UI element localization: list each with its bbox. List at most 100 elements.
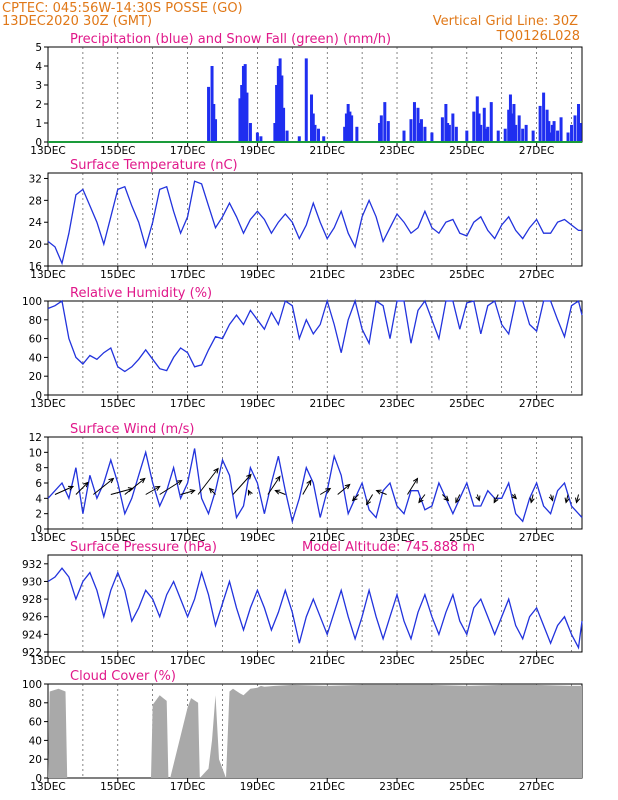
y-tick-label: 60 [29, 717, 42, 729]
y-tick-label: 5 [35, 42, 42, 54]
wind-arrow-head [493, 497, 499, 504]
y-tick-label: 60 [29, 334, 42, 346]
precip-bar [238, 98, 242, 142]
y-tick-label: 0 [35, 773, 42, 785]
x-tick-label: 25DEC [449, 532, 484, 544]
x-tick-label: 15DEC [100, 398, 135, 410]
precip-bar [207, 86, 211, 142]
x-tick-label: 23DEC [379, 655, 414, 667]
wind-arrow [247, 489, 253, 496]
header-grid-note: Vertical Grid Line: 30Z [433, 14, 578, 29]
precip-bar [310, 94, 314, 142]
precip-bar [510, 113, 514, 142]
x-tick-label: 17DEC [170, 655, 205, 667]
y-tick-label: 928 [22, 594, 42, 606]
x-tick-label: 27DEC [519, 398, 554, 410]
x-tick-label: 21DEC [310, 398, 345, 410]
x-tick-label: 23DEC [379, 269, 414, 281]
precip-bar [446, 123, 450, 142]
x-tick-label: 15DEC [100, 655, 135, 667]
wind-arrow-head [365, 499, 372, 506]
precip-bar [212, 104, 216, 142]
precip-bar [549, 132, 553, 142]
wind-arrow-head [306, 479, 312, 486]
precip-bar [248, 123, 252, 142]
y-tick-label: 40 [29, 735, 42, 747]
x-tick-label: 13DEC [30, 398, 65, 410]
wind-arrow-head [511, 493, 518, 500]
y-tick-label: 926 [22, 612, 42, 624]
wind-arrow-shaft [530, 494, 534, 503]
precip-bar [507, 109, 511, 142]
wind-arrow-head [154, 485, 161, 491]
precip-bar [547, 121, 551, 142]
wind-arrow-shaft [565, 494, 569, 503]
precip-bar [386, 121, 390, 142]
precip-bar [472, 111, 476, 142]
precip-bar [282, 107, 286, 142]
wind-arrow [208, 487, 216, 495]
wind-arrow-head [139, 477, 146, 484]
precip-bar [552, 121, 556, 142]
precip-bar [402, 130, 406, 142]
precip-bar [322, 136, 326, 142]
precip-bar [430, 132, 434, 142]
series-line [47, 298, 583, 373]
x-tick-label: 19DEC [240, 781, 275, 793]
wind-arrow-shaft [376, 490, 387, 495]
x-tick-label: 21DEC [310, 145, 345, 157]
panel-title: Surface Wind (m/s) [70, 422, 194, 437]
wind-arrow [442, 494, 450, 502]
wind-arrow-head [213, 467, 219, 474]
wind-arrow [54, 485, 75, 495]
precip-bar [512, 104, 516, 142]
wind-arrow-head [67, 485, 75, 491]
wind-arrow-shaft [352, 494, 359, 501]
wind-arrow-shaft [576, 494, 579, 503]
wind-arrow [75, 481, 89, 495]
wind-arrow-head [208, 487, 215, 494]
x-tick-label: 27DEC [519, 781, 554, 793]
precip-bar [285, 130, 289, 142]
y-tick-label: 10 [29, 447, 42, 459]
precip-bar [348, 111, 352, 142]
precip-bar [355, 126, 359, 142]
y-tick-label: 930 [22, 576, 42, 588]
x-tick-label: 19DEC [240, 398, 275, 410]
wind-arrow-head [351, 495, 358, 502]
precip-bar [297, 136, 301, 142]
panel-title: Relative Humidity (%) [70, 286, 212, 301]
wind-arrow-head [575, 497, 581, 504]
precip-bar [524, 124, 528, 142]
precip-bar [350, 115, 354, 142]
wind-arrow-shaft [275, 490, 286, 495]
wind-arrow-shaft [442, 494, 449, 501]
wind-arrow [564, 494, 570, 504]
y-tick-label: 0 [35, 137, 42, 149]
wind-arrow-shaft [337, 484, 351, 495]
precip-bar [444, 104, 448, 142]
precip-bar [531, 130, 535, 142]
wind-arrow-head [412, 477, 419, 484]
wind-arrow [407, 477, 419, 495]
y-tick-label: 2 [35, 99, 42, 111]
wind-arrow-head [176, 479, 183, 486]
precip-bar [550, 124, 554, 142]
precip-bar [503, 128, 507, 142]
chart-panel-1: 0 1 2 3 4 5 13DEC 15DEC 17DEC 19DEC 21DEC 23DEC 25DE… [30, 32, 583, 157]
precip-bar [542, 92, 546, 142]
x-tick-label: 13DEC [30, 781, 65, 793]
wind-arrow [145, 485, 161, 495]
precip-bar [343, 126, 347, 142]
wind-arrow-head [275, 475, 281, 482]
wind-arrow [529, 494, 535, 504]
wind-arrow [93, 477, 115, 495]
x-tick-label: 21DEC [310, 269, 345, 281]
y-tick-label: 4 [35, 61, 42, 73]
panel-title: Surface Temperature (nC) [70, 158, 238, 173]
precip-bar [419, 119, 423, 142]
precip-bar [276, 66, 280, 142]
x-tick-label: 21DEC [310, 532, 345, 544]
